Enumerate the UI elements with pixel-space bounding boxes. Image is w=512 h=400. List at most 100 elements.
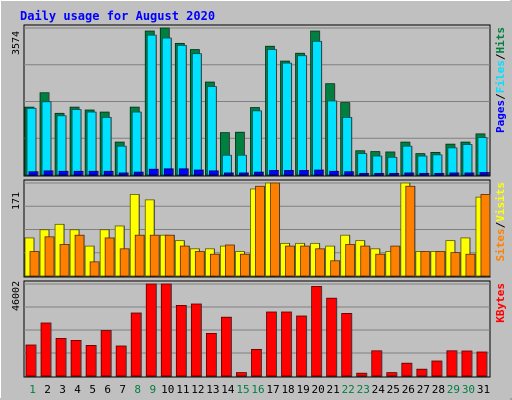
bar-sites (375, 253, 386, 277)
bar-files (191, 53, 202, 176)
x-tick-label: 12 (191, 383, 204, 396)
bar-kbytes (341, 313, 353, 377)
bar-kbytes (416, 368, 428, 377)
bar-kbytes (356, 372, 368, 377)
x-tick-label: 6 (104, 383, 111, 396)
bar-sites (179, 245, 190, 277)
bar-kbytes (160, 283, 172, 377)
bar-files (86, 111, 97, 176)
bar-kbytes (130, 312, 142, 377)
bar-pages (58, 170, 69, 176)
bar-sites (89, 261, 100, 277)
bar-kbytes (115, 345, 127, 377)
bar-sites (194, 251, 205, 277)
x-tick-label: 10 (161, 383, 174, 396)
bar-kbytes (431, 360, 443, 377)
legend-entry: Sites (494, 228, 507, 261)
bar-files (101, 117, 112, 176)
bar-sites (134, 234, 145, 277)
bar-kbytes (175, 305, 187, 377)
panel-kbytes: 46002 KBytes (11, 280, 507, 378)
x-tick-label: 3 (59, 383, 66, 396)
bar-pages (434, 172, 445, 176)
bar-sites (285, 245, 295, 277)
bar-sites (104, 237, 115, 277)
chart-title: Daily usage for August 2020 (20, 9, 215, 23)
bar-kbytes (476, 351, 488, 377)
bar-files (357, 153, 368, 176)
bar-kbytes (401, 362, 413, 377)
bar-sites (420, 251, 431, 277)
bar-files (71, 109, 82, 176)
bar-pages (224, 172, 234, 176)
bar-pages (28, 171, 39, 176)
bar-sites (390, 245, 401, 277)
bar-sites (300, 245, 310, 277)
bar-kbytes (100, 330, 112, 377)
x-tick-label: 5 (89, 383, 96, 396)
bar-kbytes (266, 311, 277, 377)
bar-sites (315, 248, 326, 277)
bar-kbytes (446, 350, 458, 377)
bar-files (41, 101, 52, 176)
bar-files (222, 154, 232, 176)
bar-files (131, 111, 142, 176)
legend-entry: Hits (494, 27, 507, 54)
bar-kbytes (205, 333, 217, 377)
bar-pages (269, 170, 279, 176)
bar-pages (133, 171, 144, 176)
bar-sites (345, 244, 356, 277)
bar-pages (239, 172, 249, 176)
x-tick-label: 22 (342, 383, 355, 396)
x-tick-label: 20 (312, 383, 325, 396)
bar-pages (404, 172, 415, 176)
legend-traffic: Pages/Files/Hits (494, 27, 507, 133)
bar-pages (103, 170, 114, 176)
bar-kbytes (221, 316, 232, 377)
x-tick-label: 21 (327, 383, 340, 396)
x-tick-label: 31 (477, 383, 490, 396)
chart-panels: 3574Pages/Files/Hits171Sites/Visits46002… (11, 24, 507, 378)
bar-kbytes (25, 344, 37, 377)
y-max-label: 171 (11, 192, 22, 210)
x-tick-label: 4 (74, 383, 81, 396)
bar-sites (119, 248, 130, 277)
bar-pages (148, 168, 159, 176)
x-tick-label: 9 (149, 383, 156, 396)
bar-kbytes (190, 303, 202, 377)
bar-pages (284, 170, 294, 176)
bar-files (252, 110, 262, 176)
legend-entry: Files (494, 60, 507, 93)
x-tick-label: 7 (119, 383, 126, 396)
bar-pages (314, 169, 325, 176)
bar-files (26, 107, 37, 176)
bar-files (417, 155, 428, 176)
x-tick-label: 18 (281, 383, 294, 396)
bar-pages (254, 171, 264, 176)
bar-pages (419, 172, 430, 176)
x-axis-day-labels: 1 2 3 4 5 6 7 8 9 10 11 12 13 14 15 16 17 18 19 20 21 22 23 24 2… (29, 383, 490, 396)
bar-kbytes (371, 350, 383, 377)
bar-pages (344, 171, 355, 176)
bar-files (372, 155, 383, 176)
bar-pages (374, 172, 385, 176)
bar-sites (270, 182, 280, 277)
bar-files (297, 55, 307, 176)
bar-sites (450, 252, 461, 277)
x-tick-label: 24 (372, 383, 386, 396)
bar-pages (389, 172, 400, 176)
x-tick-label: 17 (266, 383, 279, 396)
bar-kbytes (311, 286, 323, 377)
bar-sites (44, 236, 55, 277)
bar-pages (299, 170, 309, 176)
bar-pages (73, 170, 84, 176)
bar-sites (435, 251, 446, 277)
bar-kbytes (145, 283, 157, 377)
bar-files (462, 144, 473, 176)
x-tick-label: 15 (236, 383, 249, 396)
x-tick-label: 28 (432, 383, 445, 396)
bar-pages (359, 172, 370, 176)
x-tick-label: 27 (417, 383, 430, 396)
panel-visitors: 171 Sites/Visits (11, 179, 507, 278)
